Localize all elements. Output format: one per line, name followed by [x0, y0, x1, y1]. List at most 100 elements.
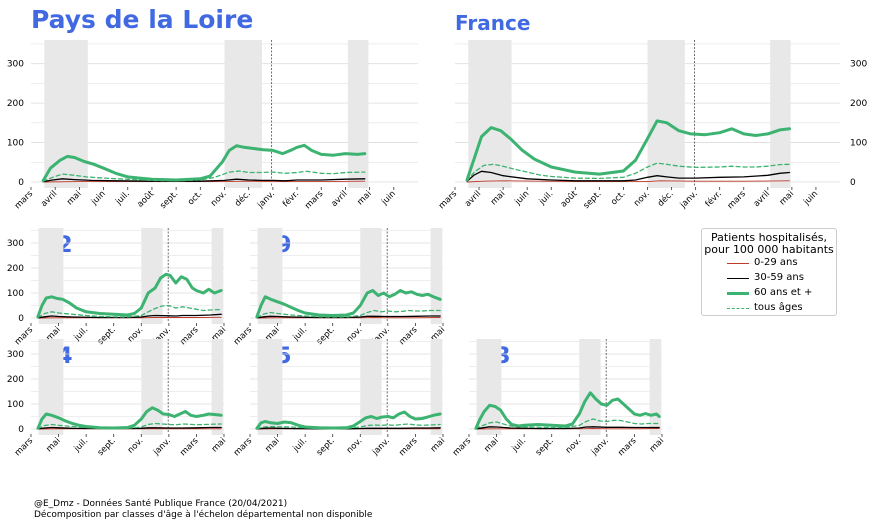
x-tick-label: mai: [210, 436, 228, 454]
x-tick-label: mars: [232, 325, 255, 348]
series-line-s0_29: [256, 317, 441, 319]
x-tick-label: mars: [232, 436, 255, 459]
x-tick-label: sept.: [158, 189, 180, 211]
panel-title-france: France: [455, 11, 530, 35]
x-tick-label: avril: [463, 189, 483, 209]
y-tick-label: 0: [18, 314, 24, 324]
x-tick-label: oct.: [186, 189, 204, 207]
legend-swatch-30-59: [727, 278, 749, 279]
x-tick-label: juin: [801, 189, 820, 208]
x-tick-label: janv.: [151, 436, 173, 458]
shaded-period-2: [211, 339, 224, 435]
y-tick-label: 100: [850, 139, 867, 149]
x-tick-label: sept.: [96, 436, 118, 458]
series-line-s30_59: [466, 170, 791, 182]
series-line-s0_29: [37, 316, 222, 319]
legend-title: Patients hospitalisés, pour 100 000 habi…: [702, 232, 836, 256]
series-line-s30_59: [37, 313, 222, 319]
series-line-s30_59: [475, 426, 660, 430]
y-tick-label: 0: [850, 178, 856, 188]
shaded-period-0: [257, 339, 283, 435]
y-tick-label: 200: [850, 99, 867, 109]
x-tick-label: juil.: [291, 325, 310, 344]
series-line-s0_29: [42, 180, 366, 183]
x-tick-label: déc.: [655, 188, 676, 209]
legend-swatch-tous: [727, 308, 749, 309]
x-tick-label: mai: [648, 436, 666, 454]
x-tick-label: mai: [778, 189, 796, 207]
x-tick-label: mai: [482, 436, 500, 454]
x-tick-label: sept.: [582, 189, 604, 211]
x-tick-label: mars: [397, 325, 420, 348]
series-line-s0_29: [475, 428, 660, 430]
footer-note: Décomposition par classes d'âge à l'éche…: [34, 510, 373, 520]
legend-entry-0-29: 0-29 ans: [702, 256, 836, 271]
x-tick-label: nov.: [209, 189, 229, 209]
series-line-tous: [475, 418, 660, 430]
series-line-tous: [256, 309, 441, 319]
series-line-s60: [465, 119, 791, 182]
x-tick-label: août: [559, 189, 580, 210]
y-tick-label: 100: [7, 400, 24, 410]
y-tick-label: 0: [18, 178, 24, 188]
footer: @E_Dmz - Données Santé Publique France (…: [34, 499, 372, 521]
x-tick-label: janv.: [678, 189, 700, 211]
x-tick-label: avril: [752, 189, 772, 209]
x-tick-label: juin: [513, 189, 532, 208]
shaded-period-2: [211, 228, 224, 324]
series-line-s60: [36, 406, 223, 430]
shaded-period-2: [430, 339, 443, 435]
x-tick-label: août: [135, 189, 156, 210]
series-line-s60: [255, 289, 442, 319]
x-tick-label: mars: [13, 189, 36, 212]
series-line-s30_59: [256, 427, 441, 430]
x-tick-label: mars: [178, 325, 201, 348]
x-tick-label: mai: [355, 189, 373, 207]
legend: Patients hospitalisés, pour 100 000 habi…: [701, 228, 837, 316]
series-line-tous: [42, 170, 366, 182]
shaded-period-0: [468, 40, 512, 188]
shaded-period-2: [649, 339, 662, 435]
x-tick-label: oct.: [609, 189, 627, 207]
x-tick-label: juil.: [291, 436, 310, 455]
x-tick-label: janv.: [255, 189, 277, 211]
x-tick-label: mars: [13, 325, 36, 348]
legend-title-line2: pour 100 000 habitants: [704, 243, 834, 256]
x-tick-label: juin: [379, 189, 398, 208]
x-tick-label: juil.: [72, 325, 91, 344]
x-tick-label: mai: [489, 189, 507, 207]
x-tick-label: nov.: [564, 436, 584, 456]
x-tick-label: mai: [429, 436, 447, 454]
x-tick-label: mars: [397, 436, 420, 459]
y-tick-label: 0: [18, 425, 24, 435]
series-line-s60: [36, 272, 223, 319]
legend-swatch-0-29: [727, 263, 749, 264]
panel-dep-72: 720100200300marsmaijuil.sept.nov.janv.ma…: [7, 228, 228, 347]
footer-source: @E_Dmz - Données Santé Publique France (…: [34, 499, 288, 509]
series-line-tous: [466, 162, 791, 182]
x-tick-label: nov.: [345, 436, 365, 456]
x-tick-label: sept.: [315, 325, 337, 347]
x-tick-label: mars: [303, 189, 326, 212]
shaded-period-1: [360, 228, 382, 324]
x-tick-label: juil.: [510, 436, 529, 455]
shaded-period-1: [141, 228, 163, 324]
x-tick-label: avril: [39, 189, 59, 209]
shaded-period-2: [430, 228, 443, 324]
y-tick-label: 300: [7, 60, 24, 70]
x-tick-label: mai: [65, 189, 83, 207]
x-tick-label: juil.: [113, 189, 132, 208]
shaded-period-0: [44, 40, 88, 188]
legend-label-0-29: 0-29 ans: [754, 257, 798, 268]
legend-swatch-60-plus: [727, 292, 749, 295]
series-line-tous: [37, 304, 222, 319]
x-tick-label: mars: [451, 436, 474, 459]
y-tick-label: 100: [7, 289, 24, 299]
shaded-period-1: [579, 339, 601, 435]
x-tick-label: juil.: [72, 436, 91, 455]
y-tick-label: 300: [850, 60, 867, 70]
